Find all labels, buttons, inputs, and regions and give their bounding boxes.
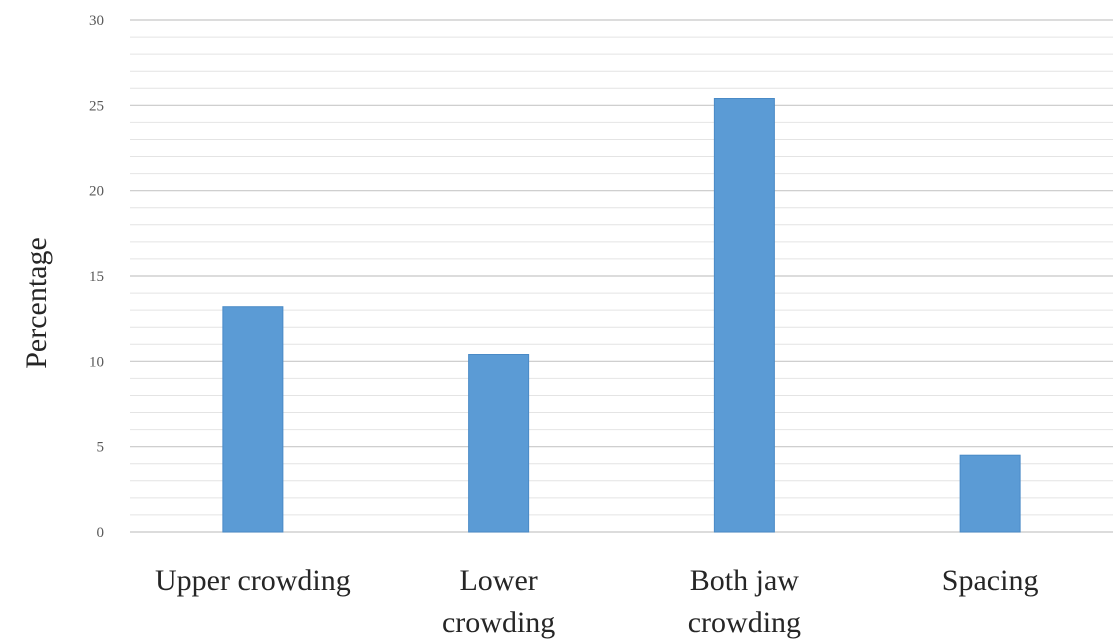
bar (959, 454, 1021, 533)
bar (713, 98, 775, 533)
x-category-label: Upper crowding (155, 564, 351, 597)
bar (222, 306, 284, 533)
y-axis-title: Percentage (20, 237, 53, 369)
x-category-label: Spacing (942, 564, 1039, 597)
x-category-label: Both jaw crowding (688, 564, 801, 639)
y-axis-ticks: 0 5 10 15 20 25 30 (89, 13, 104, 541)
bar (468, 354, 530, 533)
bars (222, 98, 1021, 533)
y-tick-label: 5 (97, 440, 105, 456)
gridlines (130, 19, 1113, 533)
y-tick-label: 10 (89, 354, 104, 370)
x-axis-categories: Upper crowding Lower crowding Both jaw crowd… (155, 564, 1038, 639)
y-tick-label: 15 (89, 269, 104, 285)
y-tick-label: 25 (89, 98, 104, 114)
y-tick-label: 20 (89, 184, 104, 200)
y-tick-label: 0 (97, 525, 105, 541)
x-category-label: Lower crowding (442, 564, 555, 639)
y-tick-label: 30 (89, 13, 104, 29)
